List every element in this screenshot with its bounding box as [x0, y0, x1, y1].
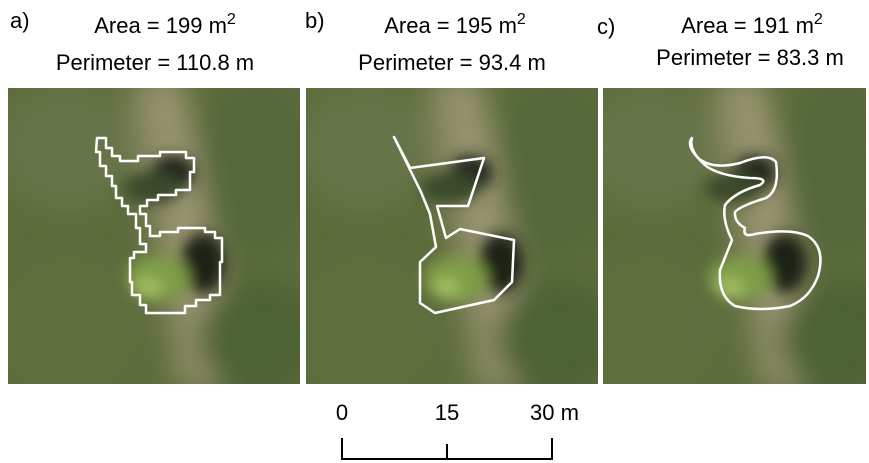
scale-label: 30 m	[530, 400, 579, 425]
perimeter-text: Perimeter = 110.8 m	[56, 50, 254, 75]
area-exponent: 2	[227, 11, 236, 28]
scale-label: 15	[435, 400, 459, 425]
area-value: Area = 195 m	[384, 13, 517, 38]
area-value: Area = 199 m	[94, 13, 227, 38]
area-text: Area = 199 m2	[94, 11, 236, 38]
scale-bar	[341, 438, 553, 460]
scale-label: 0	[336, 400, 348, 425]
figure: a) Area = 199 m2 Perimeter = 110.8 m b) …	[0, 0, 869, 463]
area-text: Area = 195 m2	[384, 11, 526, 38]
area-exponent: 2	[517, 11, 526, 28]
area-text: Area = 191 m2	[681, 11, 823, 38]
image-a	[0, 78, 318, 398]
panel-label: c)	[597, 14, 615, 39]
image-b	[296, 78, 616, 398]
panel-label: b)	[305, 8, 325, 33]
image-c	[580, 78, 869, 398]
perimeter-text: Perimeter = 93.4 m	[358, 50, 546, 75]
panel-label: a)	[10, 8, 30, 33]
perimeter-text: Perimeter = 83.3 m	[656, 45, 844, 70]
area-exponent: 2	[814, 11, 823, 28]
area-value: Area = 191 m	[681, 13, 814, 38]
